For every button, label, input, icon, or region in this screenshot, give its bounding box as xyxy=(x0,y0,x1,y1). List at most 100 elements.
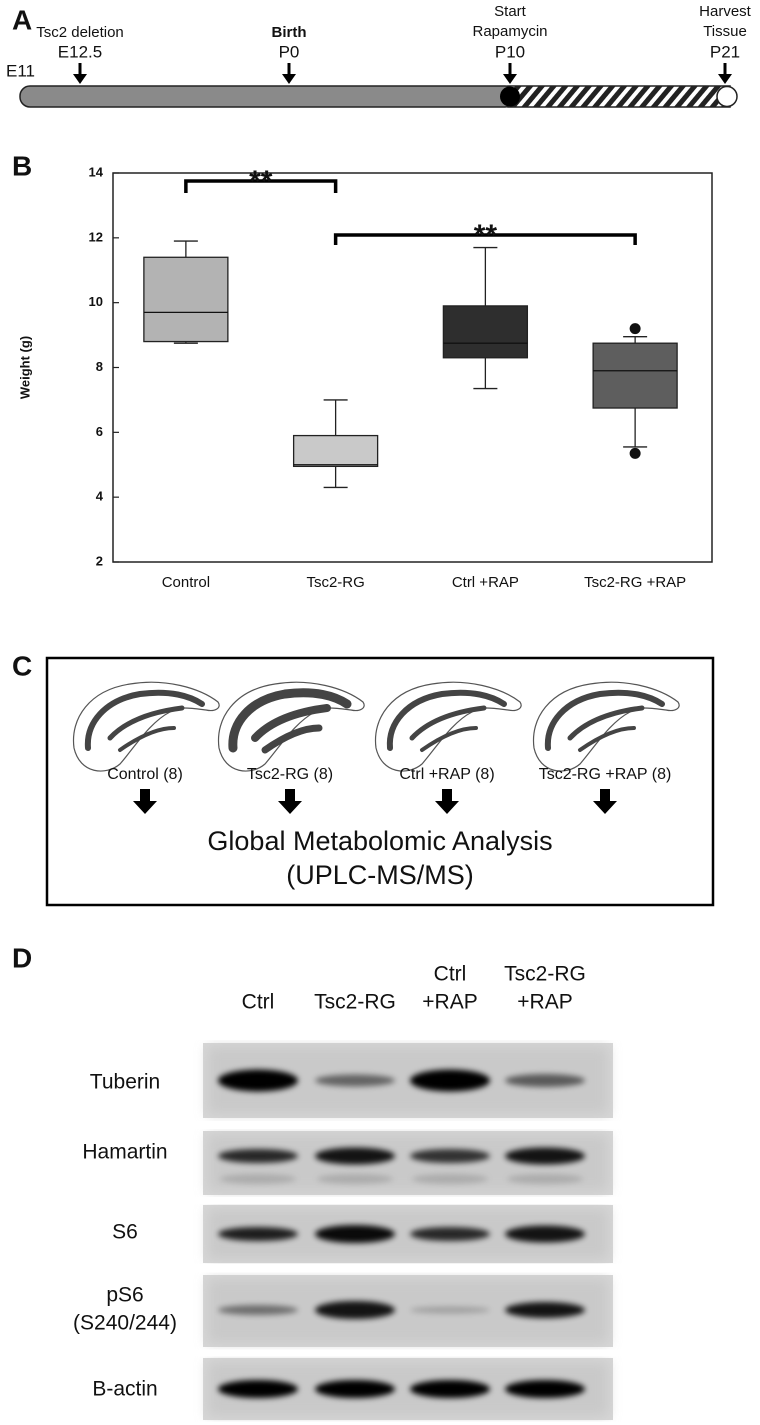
y-tick-label: 12 xyxy=(89,229,103,244)
blot-band xyxy=(410,1227,490,1241)
hippocampus-layer xyxy=(228,688,352,753)
event-label: Harvest xyxy=(699,3,752,20)
event-stage: P21 xyxy=(710,42,740,61)
blot-band xyxy=(505,1380,585,1398)
blot-column-label: Ctrl xyxy=(434,963,467,986)
blot-band-faint xyxy=(412,1174,488,1184)
hippocampus-drawing xyxy=(532,681,680,772)
significance-label: ** xyxy=(249,165,273,198)
blot-band xyxy=(218,1069,298,1092)
blot-row-label: B-actin xyxy=(92,1378,157,1401)
hippocampus-layer xyxy=(251,704,331,742)
y-tick-label: 6 xyxy=(96,424,103,439)
blot-band xyxy=(410,1306,490,1314)
blot-band xyxy=(218,1305,298,1315)
blot-column-label: Tsc2-RG xyxy=(314,991,396,1014)
significance-bracket xyxy=(333,233,637,245)
blot-band xyxy=(315,1380,395,1398)
blot-band xyxy=(315,1074,395,1087)
y-axis-label: Weight (g) xyxy=(17,336,32,399)
event-arrow-head xyxy=(282,74,296,84)
box xyxy=(442,305,529,359)
x-tick-label: Control xyxy=(162,574,210,591)
group-label: Ctrl +RAP (8) xyxy=(399,766,494,783)
group-label: Tsc2-RG +RAP (8) xyxy=(539,766,672,783)
hippocampus-layer xyxy=(107,705,185,741)
blot-band xyxy=(505,1074,585,1087)
blot-band xyxy=(410,1149,490,1163)
panel-label: C xyxy=(12,650,32,681)
blot-band xyxy=(505,1147,585,1165)
event-label: Tissue xyxy=(703,23,747,40)
panel-label: A xyxy=(12,4,32,35)
y-tick-label: 14 xyxy=(89,164,104,179)
blot-band-faint xyxy=(507,1174,583,1184)
x-tick-label: Tsc2-RG +RAP xyxy=(584,574,686,591)
hippocampus-layer xyxy=(420,726,478,752)
blot-row-label: Tuberin xyxy=(90,1071,160,1094)
timeline-bar xyxy=(19,85,516,108)
harvest-dot xyxy=(716,85,738,108)
flow-arrow xyxy=(278,789,302,814)
blot-band-faint xyxy=(220,1174,296,1184)
blot-row-label: pS6 xyxy=(106,1284,143,1307)
group-label: Tsc2-RG (8) xyxy=(247,766,333,783)
hippocampus-layer xyxy=(386,689,507,751)
blot-band xyxy=(410,1069,490,1092)
blot-band xyxy=(315,1147,395,1165)
significance-bracket xyxy=(184,179,338,193)
hippocampus-layer xyxy=(567,705,645,741)
hippocampus-layer xyxy=(409,705,487,741)
blot-column-label: +RAP xyxy=(422,991,477,1014)
hippocampus-drawing xyxy=(217,681,365,772)
hippocampus-layer xyxy=(544,689,665,751)
event-stage: P0 xyxy=(279,42,300,61)
blot-column-label: Tsc2-RG xyxy=(504,963,586,986)
event-arrow-head xyxy=(718,74,732,84)
event-label: Birth xyxy=(272,24,307,41)
blot-band xyxy=(505,1225,585,1243)
event-label: Tsc2 deletion xyxy=(36,24,124,41)
timeline-treatment xyxy=(507,85,731,108)
y-tick-label: 2 xyxy=(96,553,103,568)
analysis-title: Global Metabolomic Analysis xyxy=(207,826,552,856)
analysis-method: (UPLC-MS/MS) xyxy=(286,860,474,890)
blot-band xyxy=(315,1225,395,1243)
blot-row-label: (S240/244) xyxy=(73,1312,177,1335)
hippocampus-layer xyxy=(118,726,176,752)
blot-column-label: +RAP xyxy=(517,991,572,1014)
outlier xyxy=(629,447,641,459)
flow-arrow xyxy=(593,789,617,814)
blot-band xyxy=(218,1227,298,1241)
timeline-start: E11 xyxy=(6,61,35,80)
hippocampus-drawing xyxy=(72,681,220,772)
blot-band-faint xyxy=(317,1174,393,1184)
panel-label: B xyxy=(12,150,32,181)
event-arrow-head xyxy=(503,74,517,84)
workflow-frame xyxy=(45,656,715,907)
y-tick-label: 4 xyxy=(96,489,104,504)
box xyxy=(292,434,379,468)
blot-band xyxy=(218,1149,298,1163)
group-label: Control (8) xyxy=(107,766,183,783)
blot-band xyxy=(505,1302,585,1318)
y-tick-label: 8 xyxy=(96,359,103,374)
event-arrow-head xyxy=(73,74,87,84)
outlier xyxy=(629,323,641,335)
blot-row-label: S6 xyxy=(112,1221,138,1244)
blot-band xyxy=(315,1301,395,1319)
y-tick-label: 10 xyxy=(89,294,103,309)
panel-label: D xyxy=(12,942,32,973)
hippocampus-layer xyxy=(261,724,323,754)
event-stage: P10 xyxy=(495,42,525,61)
blot-column-label: Ctrl xyxy=(242,991,275,1014)
hippocampus-layer xyxy=(578,726,636,752)
event-label: Start xyxy=(494,3,527,20)
flow-arrow xyxy=(435,789,459,814)
significance-label: ** xyxy=(474,219,498,252)
event-label: Rapamycin xyxy=(472,23,547,40)
x-tick-label: Ctrl +RAP xyxy=(452,574,519,591)
blot-band xyxy=(218,1380,298,1398)
